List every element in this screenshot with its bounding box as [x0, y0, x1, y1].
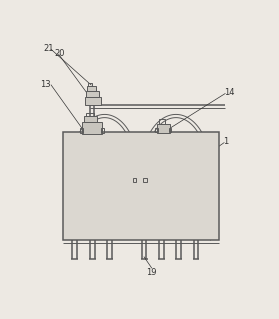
- Text: 20: 20: [54, 49, 65, 58]
- Bar: [80, 129, 83, 133]
- Text: 21: 21: [44, 44, 54, 53]
- Bar: [133, 178, 136, 182]
- Text: 14: 14: [224, 88, 235, 97]
- Bar: [143, 178, 147, 182]
- Text: 1: 1: [223, 137, 228, 146]
- Bar: [86, 91, 99, 97]
- Text: 13: 13: [40, 80, 51, 89]
- Bar: [88, 83, 92, 86]
- Bar: [102, 129, 104, 133]
- Bar: [82, 122, 102, 134]
- Bar: [157, 123, 170, 133]
- Text: 19: 19: [146, 268, 157, 277]
- Bar: [63, 132, 219, 240]
- Bar: [84, 116, 97, 122]
- Bar: [86, 113, 94, 116]
- Bar: [155, 128, 158, 132]
- Bar: [87, 86, 96, 91]
- Bar: [85, 97, 101, 105]
- Bar: [169, 128, 171, 132]
- Bar: [159, 119, 165, 123]
